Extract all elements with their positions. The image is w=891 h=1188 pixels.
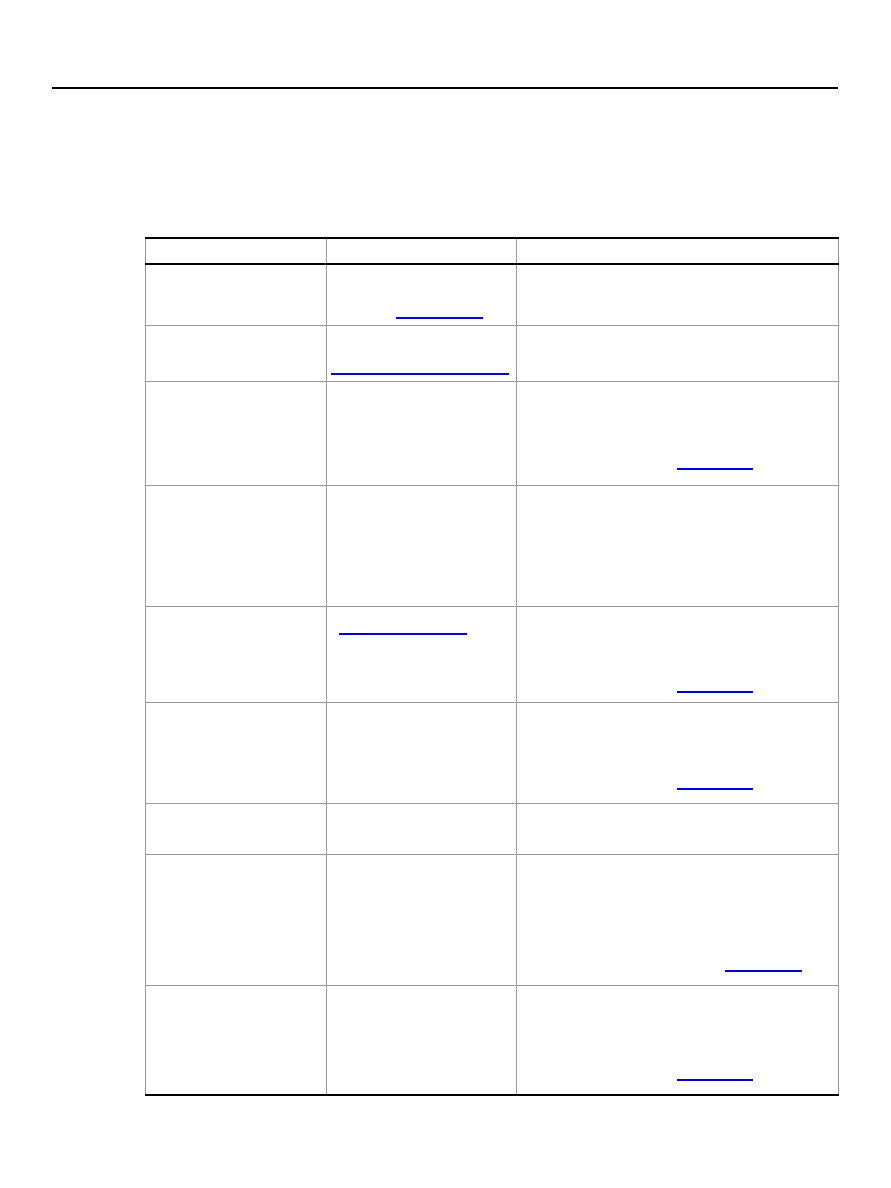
- hyperlink-underline[interactable]: [677, 788, 753, 790]
- table-cell: [516, 606, 839, 703]
- cell-content: [328, 805, 516, 854]
- cell-content: [518, 383, 838, 485]
- table-row: [145, 702, 839, 804]
- table-row: [145, 381, 839, 486]
- cell-content: [518, 704, 838, 803]
- table-row: [145, 606, 839, 703]
- cell-content: [328, 327, 516, 381]
- table-cell: [326, 263, 517, 326]
- cell-content: [328, 265, 516, 325]
- cell-content: [518, 327, 838, 381]
- cell-content: [147, 856, 326, 985]
- table-cell: [145, 325, 327, 382]
- cell-content: [518, 487, 838, 606]
- cell-content: [147, 704, 326, 803]
- page-header-text: [52, 64, 838, 84]
- cell-content: [328, 704, 516, 803]
- hyperlink-underline[interactable]: [677, 468, 753, 470]
- hyperlink-underline[interactable]: [396, 317, 483, 319]
- reference-table: [145, 237, 839, 1096]
- cell-content: [328, 487, 516, 606]
- table-cell: [326, 381, 517, 486]
- table-cell: [145, 381, 327, 486]
- cell-content: [518, 986, 838, 1093]
- table-cell: [145, 263, 327, 326]
- cell-content: [518, 265, 838, 325]
- table-cell: [145, 803, 327, 855]
- cell-content: [518, 608, 838, 702]
- column-header-1: [145, 237, 327, 265]
- table-row: [145, 803, 839, 855]
- hyperlink-underline[interactable]: [339, 633, 467, 635]
- table-row: [145, 485, 839, 607]
- table-cell: [516, 702, 839, 804]
- table-cell: [516, 325, 839, 382]
- table-cell: [516, 381, 839, 486]
- cell-content: [147, 986, 326, 1093]
- hyperlink-underline[interactable]: [331, 373, 509, 375]
- table-row: [145, 985, 839, 1096]
- column-header-2: [326, 237, 517, 265]
- cell-content: [147, 487, 326, 606]
- table-cell: [145, 985, 327, 1096]
- table-cell: [326, 854, 517, 986]
- table-cell: [516, 485, 839, 607]
- hyperlink-underline[interactable]: [677, 1079, 753, 1081]
- cell-content: [328, 856, 516, 985]
- table-cell: [326, 325, 517, 382]
- cell-content: [147, 265, 326, 325]
- table-row: [145, 325, 839, 382]
- table-header: [145, 237, 839, 265]
- table-cell: [516, 803, 839, 855]
- table-cell: [145, 485, 327, 607]
- table-cell: [145, 702, 327, 804]
- table-cell: [145, 854, 327, 986]
- cell-content: [518, 856, 838, 985]
- cell-content: [147, 327, 326, 381]
- table-cell: [326, 606, 517, 703]
- cell-content: [328, 608, 516, 702]
- table-cell: [516, 263, 839, 326]
- table-cell: [326, 803, 517, 855]
- cell-content: [147, 805, 326, 854]
- cell-content: [147, 383, 326, 485]
- table-cell: [326, 702, 517, 804]
- table-row: [145, 263, 839, 326]
- table-cell: [326, 985, 517, 1096]
- table-cell: [516, 854, 839, 986]
- cell-content: [328, 986, 516, 1093]
- table-cell: [145, 606, 327, 703]
- table-row: [145, 854, 839, 986]
- cell-content: [147, 608, 326, 702]
- column-header-3: [516, 237, 839, 265]
- table-cell: [326, 485, 517, 607]
- hyperlink-underline[interactable]: [677, 691, 753, 693]
- table-body: [145, 263, 839, 1096]
- hyperlink-underline[interactable]: [725, 970, 802, 972]
- cell-content: [328, 383, 516, 485]
- table-cell: [516, 985, 839, 1096]
- cell-content: [518, 805, 838, 854]
- header-rule: [52, 87, 838, 89]
- table-header-row: [145, 237, 839, 265]
